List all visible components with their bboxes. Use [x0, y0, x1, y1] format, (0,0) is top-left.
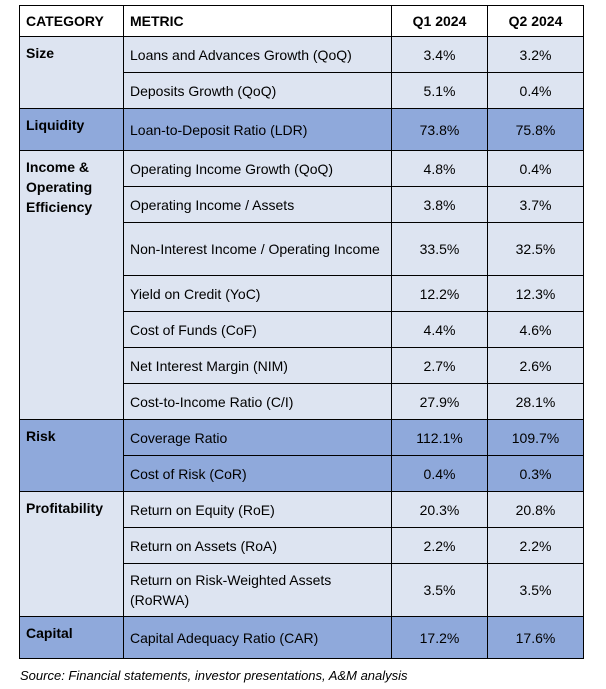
category-line: Income & [26, 159, 90, 175]
header-row: CATEGORY METRIC Q1 2024 Q2 2024 [19, 5, 584, 37]
q2-cell: 4.6% [487, 311, 584, 348]
table-row: Cost of Funds (CoF) 4.4% 4.6% [20, 311, 584, 348]
category-line: Operating [26, 179, 93, 195]
q1-cell: 112.1% [391, 419, 488, 456]
q2-cell: 32.5% [487, 222, 584, 276]
q2-cell: 2.2% [487, 527, 584, 564]
q1-cell: 3.8% [391, 186, 488, 223]
table-row: Liquidity Loan-to-Deposit Ratio (LDR) 73… [19, 108, 584, 151]
source-note: Source: Financial statements, investor p… [20, 668, 408, 683]
category-profitability: Profitability [19, 491, 124, 617]
table-row: Capital Capital Adequacy Ratio (CAR) 17.… [19, 616, 584, 659]
metrics-table: CATEGORY METRIC Q1 2024 Q2 2024 Size Loa… [19, 5, 584, 659]
q1-cell: 4.4% [391, 311, 488, 348]
q1-cell: 17.2% [391, 616, 488, 659]
q1-cell: 27.9% [391, 383, 488, 420]
table-row: Yield on Credit (YoC) 12.2% 12.3% [20, 275, 584, 312]
table-row: Risk Coverage Ratio 112.1% 109.7% [19, 419, 584, 492]
header-category: CATEGORY [19, 5, 124, 37]
category-line: Efficiency [26, 199, 93, 215]
q1-cell: 3.4% [391, 36, 488, 73]
table-row: Net Interest Margin (NIM) 2.7% 2.6% [20, 347, 584, 384]
q2-cell: 0.4% [487, 72, 584, 109]
q1-cell: 73.8% [391, 108, 488, 151]
q1-cell: 2.2% [391, 527, 488, 564]
metric-cell: Return on Equity (RoE) [123, 491, 392, 528]
category-capital: Capital [19, 616, 124, 659]
q2-cell: 20.8% [487, 491, 584, 528]
q1-cell: 12.2% [391, 275, 488, 312]
category-risk: Risk [19, 419, 124, 492]
metric-cell: Return on Assets (RoA) [123, 527, 392, 564]
q2-cell: 109.7% [487, 419, 584, 456]
table-row: Deposits Growth (QoQ) 5.1% 0.4% [20, 72, 584, 109]
header-q1: Q1 2024 [391, 5, 488, 37]
q2-cell: 75.8% [487, 108, 584, 151]
metric-cell: Cost of Funds (CoF) [123, 311, 392, 348]
q1-cell: 33.5% [391, 222, 488, 276]
q1-cell: 0.4% [391, 455, 488, 492]
metric-cell: Capital Adequacy Ratio (CAR) [123, 616, 392, 659]
metric-cell: Operating Income / Assets [123, 186, 392, 223]
q1-cell: 4.8% [391, 150, 488, 187]
metric-cell: Yield on Credit (YoC) [123, 275, 392, 312]
q2-cell: 3.7% [487, 186, 584, 223]
header-metric: METRIC [123, 5, 392, 37]
header-q2: Q2 2024 [487, 5, 584, 37]
q2-cell: 12.3% [487, 275, 584, 312]
metric-cell: Loans and Advances Growth (QoQ) [123, 36, 392, 73]
category-liquidity: Liquidity [19, 108, 124, 151]
table-row: Operating Income / Assets 3.8% 3.7% [20, 186, 584, 223]
q1-cell: 2.7% [391, 347, 488, 384]
metric-cell: Deposits Growth (QoQ) [123, 72, 392, 109]
q2-cell: 0.3% [487, 455, 584, 492]
metric-cell: Coverage Ratio [123, 419, 392, 456]
q1-cell: 5.1% [391, 72, 488, 109]
metric-cell: Non-Interest Income / Operating Income [123, 222, 392, 276]
metric-cell: Loan-to-Deposit Ratio (LDR) [123, 108, 392, 151]
table-row: Non-Interest Income / Operating Income 3… [20, 222, 584, 276]
q2-cell: 28.1% [487, 383, 584, 420]
table-row: Cost-to-Income Ratio (C/I) 27.9% 28.1% [20, 383, 584, 420]
q1-cell: 3.5% [391, 563, 488, 617]
metric-cell: Operating Income Growth (QoQ) [123, 150, 392, 187]
q2-cell: 0.4% [487, 150, 584, 187]
table-row: Size Loans and Advances Growth (QoQ) 3.4… [19, 36, 584, 109]
metric-cell: Net Interest Margin (NIM) [123, 347, 392, 384]
q1-cell: 20.3% [391, 491, 488, 528]
table-row: Income & Operating Efficiency Operating … [19, 150, 584, 420]
metric-cell: Cost-to-Income Ratio (C/I) [123, 383, 392, 420]
table-row: Cost of Risk (CoR) 0.4% 0.3% [20, 455, 584, 492]
table-row: Profitability Return on Equity (RoE) 20.… [19, 491, 584, 617]
q2-cell: 3.5% [487, 563, 584, 617]
category-size: Size [19, 36, 124, 109]
table-row: Return on Risk-Weighted Assets (RoRWA) 3… [20, 563, 584, 617]
q2-cell: 17.6% [487, 616, 584, 659]
metric-cell: Return on Risk-Weighted Assets (RoRWA) [123, 563, 392, 617]
q2-cell: 3.2% [487, 36, 584, 73]
q2-cell: 2.6% [487, 347, 584, 384]
table-row: Return on Assets (RoA) 2.2% 2.2% [20, 527, 584, 564]
metric-cell: Cost of Risk (CoR) [123, 455, 392, 492]
category-income-operating-efficiency: Income & Operating Efficiency [19, 150, 124, 420]
